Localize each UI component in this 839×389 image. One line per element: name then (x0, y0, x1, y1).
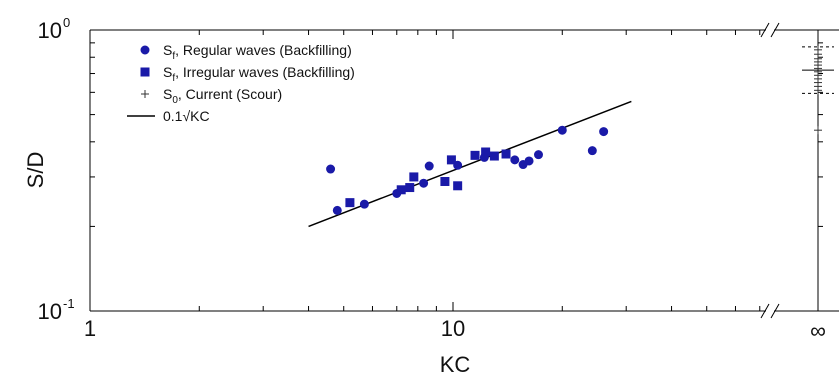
legend-item-fit: 0.1√KC (127, 108, 210, 124)
axis-break-mark (760, 303, 770, 319)
irregular-wave-point (446, 155, 456, 165)
irregular-wave-point (440, 176, 450, 186)
x-tick-label: 1 (84, 316, 96, 341)
irregular-wave-point (396, 185, 406, 195)
fit-line-group (308, 100, 632, 228)
regular-wave-point (510, 155, 520, 165)
irregular-wave-point (501, 149, 511, 159)
legend-item-regular: Sf, Regular waves (Backfilling) (140, 42, 352, 62)
legend-label: S0, Current (Scour) (163, 86, 282, 106)
x-axis-title: KC (440, 352, 471, 377)
regular-wave-point (359, 199, 369, 209)
irregular-wave-point (453, 181, 463, 191)
irregular-wave-point (405, 183, 415, 193)
legend-item-current: S0, Current (Scour) (141, 86, 282, 106)
regular-wave-point (533, 150, 543, 160)
x-tick-label-infinity: ∞ (810, 318, 826, 343)
irregular-wave-point (489, 151, 499, 161)
regular-wave-point (524, 156, 534, 166)
legend-marker-plus (141, 90, 149, 98)
legend-label: 0.1√KC (163, 108, 210, 124)
legend-item-irregular: Sf, Irregular waves (Backfilling) (140, 64, 355, 84)
regular-wave-point (332, 205, 342, 215)
irregular-wave-point (481, 147, 491, 157)
axis-break-mark (770, 22, 780, 38)
y-tick-label: 10 (38, 299, 62, 324)
current-scour-point (814, 86, 822, 95)
regular-wave-point (326, 164, 336, 174)
legend: Sf, Regular waves (Backfilling)Sf, Irreg… (127, 42, 355, 124)
irregular-wave-point (470, 150, 480, 160)
legend-marker-circle (140, 45, 150, 55)
irregular-wave-point (345, 198, 355, 208)
regular-wave-point (424, 161, 434, 171)
legend-marker-square (140, 67, 150, 77)
y-axis-title: S/D (23, 152, 48, 189)
x-tick-label: 10 (441, 316, 465, 341)
regular-wave-point (587, 146, 597, 156)
y-tick-label-exponent: 0 (63, 15, 70, 30)
data-points (326, 45, 834, 215)
axis-break-mark (760, 22, 770, 38)
fit-line (308, 100, 632, 228)
regular-wave-point (557, 125, 567, 135)
axis-break-mark (770, 303, 780, 319)
regular-wave-point (599, 127, 609, 137)
legend-label: Sf, Irregular waves (Backfilling) (163, 64, 355, 84)
current-scour-point (814, 126, 822, 135)
legend-label: Sf, Regular waves (Backfilling) (163, 42, 352, 62)
y-tick-label-exponent: -1 (63, 296, 75, 311)
irregular-wave-point (409, 172, 419, 182)
regular-wave-point (419, 178, 429, 188)
y-tick-label: 10 (38, 18, 62, 43)
